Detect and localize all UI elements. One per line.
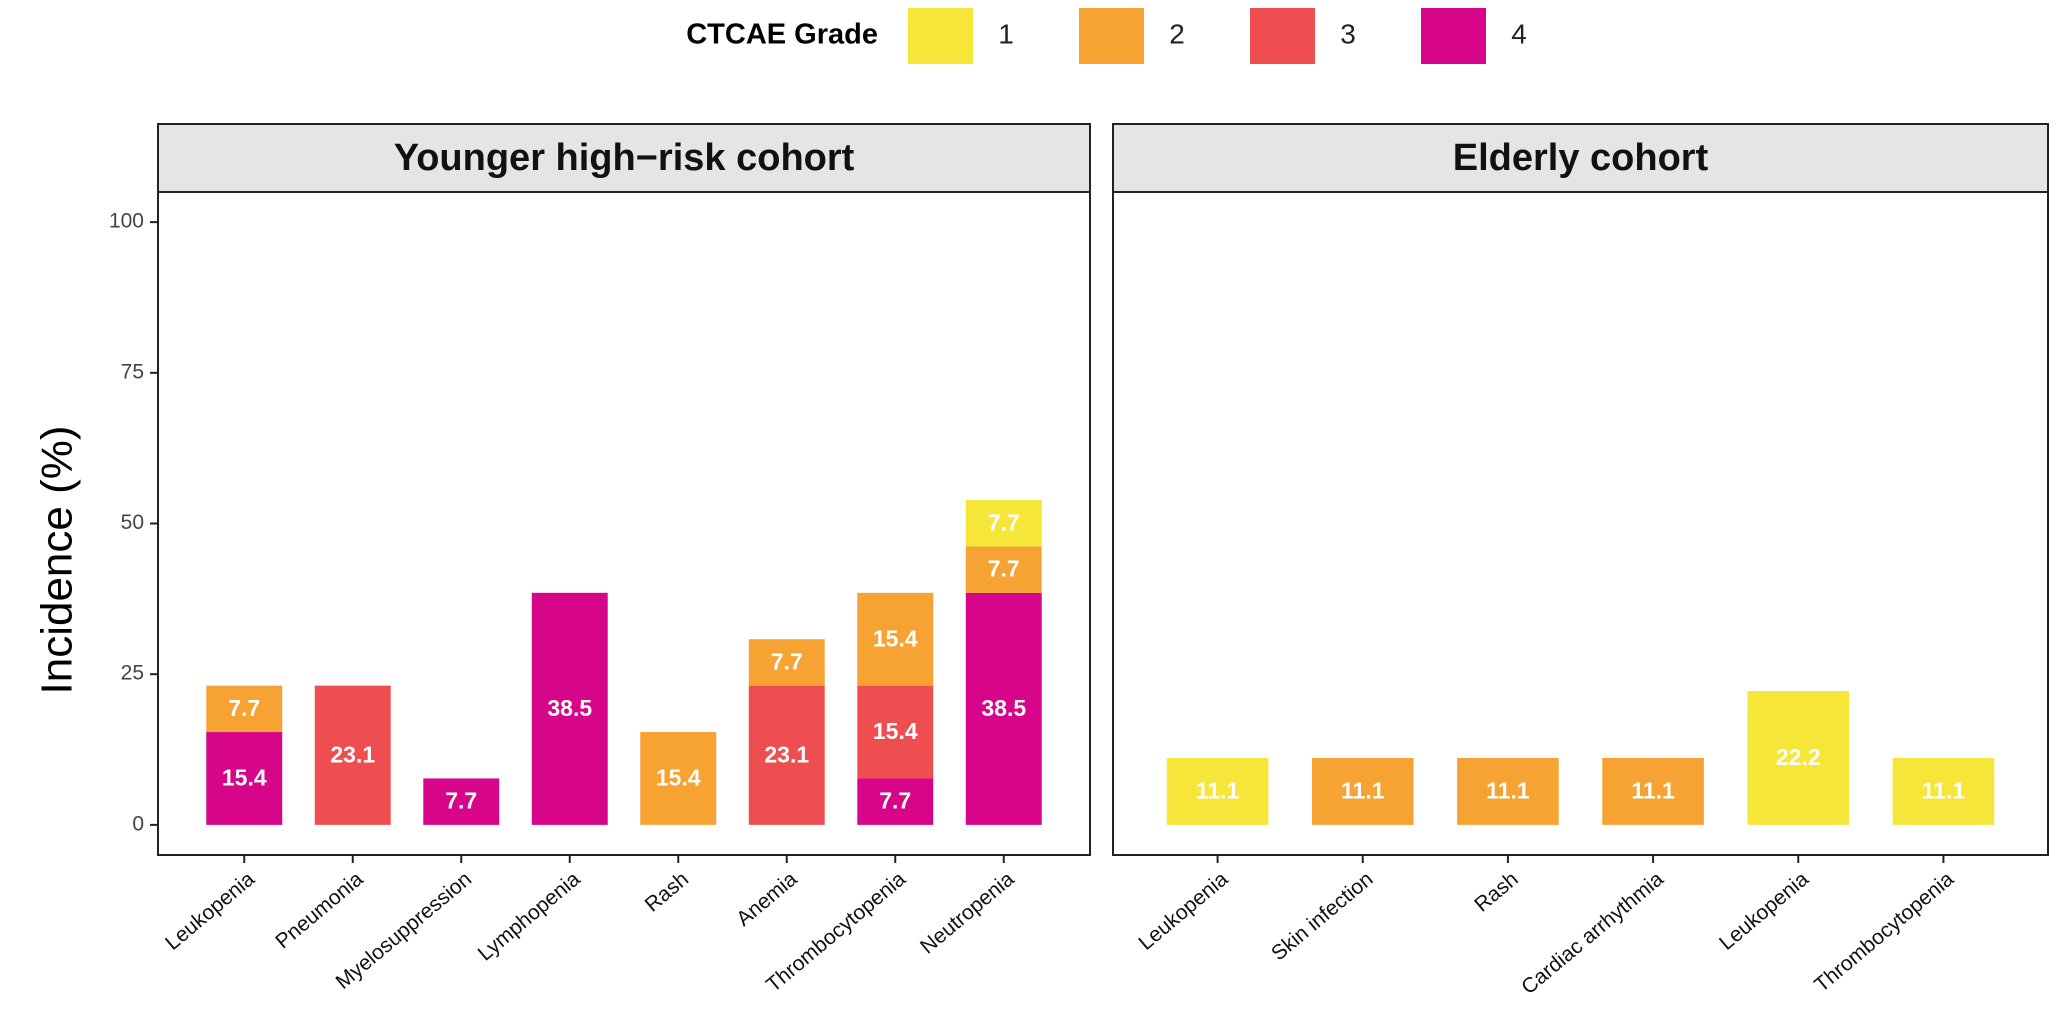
x-tick-label: Anemia xyxy=(732,867,802,931)
data-label: 11.1 xyxy=(1922,777,1966,803)
data-label: 15.4 xyxy=(222,765,267,791)
y-tick-label: 75 xyxy=(121,360,144,383)
x-tick-label: Lymphopenia xyxy=(474,867,585,965)
strip xyxy=(1112,123,2049,193)
y-tick-label: 50 xyxy=(121,511,144,534)
data-label: 11.1 xyxy=(1486,777,1530,803)
y-axis-label: Incidence (%) xyxy=(33,425,82,694)
bar xyxy=(1892,757,1995,825)
bar xyxy=(1457,757,1559,825)
data-label: 7.7 xyxy=(879,788,911,814)
legend-key xyxy=(1250,8,1315,64)
x-tick-label: Thrombocytopenia xyxy=(1810,867,1958,997)
data-label: 11.1 xyxy=(1631,777,1675,803)
data-label: 15.4 xyxy=(873,718,918,744)
y-tick-label: 100 xyxy=(109,210,144,233)
bar xyxy=(857,685,934,779)
legend-title: CTCAE Grade xyxy=(686,19,878,51)
x-tick-label: Leukopenia xyxy=(1715,867,1813,955)
legend-label: 3 xyxy=(1340,18,1356,49)
data-label: 7.7 xyxy=(988,556,1020,582)
x-tick-label: Neutropenia xyxy=(916,867,1019,958)
data-label: 7.7 xyxy=(445,788,477,814)
data-label: 7.7 xyxy=(771,649,803,675)
bar xyxy=(206,732,283,825)
bar xyxy=(965,499,1042,547)
panel-border xyxy=(1112,191,2049,856)
x-tick-label: Leukopenia xyxy=(1134,867,1232,955)
legend-label: 1 xyxy=(998,18,1014,49)
bar xyxy=(857,592,934,686)
bar xyxy=(1602,757,1704,825)
panel-title: Elderly cohort xyxy=(1453,137,1709,179)
data-label: 23.1 xyxy=(764,741,809,767)
legend-key xyxy=(1079,8,1144,64)
data-label: 11.1 xyxy=(1196,777,1240,803)
bar xyxy=(965,546,1042,593)
panel-title: Younger high−risk cohort xyxy=(394,137,855,179)
bar xyxy=(1311,757,1414,825)
strip xyxy=(157,123,1091,193)
bar xyxy=(748,639,825,686)
panel-border xyxy=(157,191,1091,856)
x-tick-label: Rash xyxy=(1470,867,1522,916)
bar xyxy=(748,685,825,825)
data-label: 7.7 xyxy=(988,509,1020,535)
bar xyxy=(965,592,1042,825)
data-label: 22.2 xyxy=(1776,744,1821,770)
legend-key xyxy=(1421,8,1486,64)
y-tick-label: 0 xyxy=(132,812,144,835)
data-label: 15.4 xyxy=(873,625,918,651)
bar xyxy=(314,685,391,825)
x-tick-label: Leukopenia xyxy=(161,867,259,955)
x-tick-label: Pneumonia xyxy=(271,867,367,953)
bar xyxy=(423,778,500,825)
bar xyxy=(531,592,608,825)
data-label: 23.1 xyxy=(330,741,375,767)
data-label: 38.5 xyxy=(981,695,1026,721)
data-label: 38.5 xyxy=(547,695,592,721)
data-label: 7.7 xyxy=(228,695,260,721)
x-tick-label: Rash xyxy=(641,867,693,916)
bar xyxy=(206,685,283,733)
legend-label: 4 xyxy=(1511,18,1527,49)
data-label: 11.1 xyxy=(1341,777,1385,803)
bar xyxy=(1747,691,1850,825)
bar xyxy=(857,778,934,825)
y-tick-label: 25 xyxy=(121,662,144,685)
x-tick-label: Cardiac arrhythmia xyxy=(1517,867,1668,999)
legend-label: 2 xyxy=(1169,18,1185,49)
bar xyxy=(1166,757,1269,825)
legend-key xyxy=(908,8,973,64)
data-label: 15.4 xyxy=(656,765,701,791)
x-tick-label: Skin infection xyxy=(1267,867,1377,965)
bar xyxy=(640,732,717,825)
